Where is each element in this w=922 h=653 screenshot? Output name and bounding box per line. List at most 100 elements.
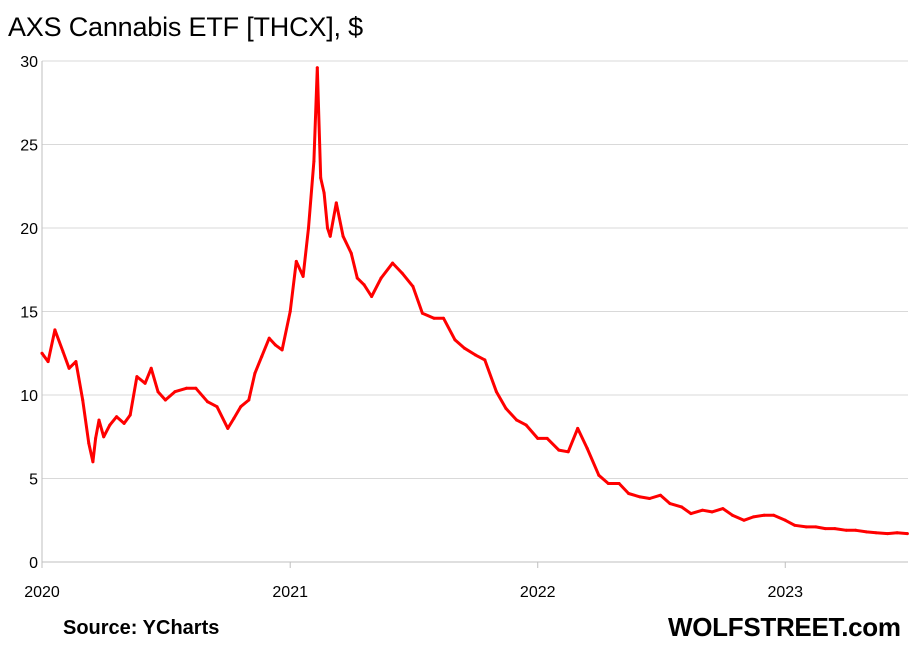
data-point: [247, 398, 251, 402]
data-point: [524, 423, 528, 427]
gridlines: [42, 60, 908, 479]
data-point: [156, 390, 160, 394]
data-point: [463, 346, 466, 350]
data-point: [280, 348, 284, 352]
data-point: [163, 398, 167, 402]
data-point: [585, 446, 589, 450]
data-point: [206, 400, 209, 404]
x-tick-label: 2021: [272, 584, 308, 601]
data-point: [504, 406, 508, 410]
data-point: [115, 415, 119, 419]
data-point: [606, 482, 610, 485]
data-point: [81, 398, 85, 402]
data-point: [74, 360, 78, 364]
data-point: [53, 328, 57, 332]
data-point: [97, 418, 101, 422]
data-point: [783, 518, 787, 522]
data-point: [721, 507, 725, 511]
data-point: [328, 234, 332, 238]
data-point: [442, 316, 445, 320]
data-point: [232, 416, 236, 420]
data-point: [689, 512, 693, 516]
data-point: [102, 435, 106, 439]
data-point: [349, 251, 353, 255]
data-point: [515, 418, 519, 422]
data-point: [566, 450, 570, 454]
data-point: [886, 532, 890, 536]
x-tick-label: 2020: [24, 584, 60, 601]
source-note: Source: YCharts: [63, 617, 220, 639]
data-point: [215, 405, 219, 409]
data-point: [411, 284, 415, 288]
chart-title: AXS Cannabis ETF [THCX], $: [8, 12, 363, 42]
data-point: [453, 338, 457, 342]
data-point: [627, 492, 631, 495]
data-point: [40, 351, 44, 355]
data-point: [341, 234, 345, 238]
data-point: [315, 66, 319, 70]
data-point: [226, 426, 230, 430]
data-point: [762, 513, 766, 517]
data-point: [326, 226, 329, 230]
y-tick-label: 30: [20, 54, 38, 71]
data-point: [905, 532, 909, 536]
data-point: [895, 531, 899, 535]
data-point: [400, 271, 404, 275]
data-point: [833, 527, 837, 531]
data-point: [135, 375, 139, 379]
data-point: [844, 528, 848, 532]
data-point: [173, 390, 177, 394]
data-point: [865, 530, 869, 534]
watermark: WOLFSTREET.com: [668, 612, 901, 642]
series-line: [40, 66, 909, 536]
data-point: [473, 353, 477, 357]
x-tick-label: 2023: [767, 584, 803, 601]
data-point: [253, 371, 257, 375]
data-point: [854, 528, 858, 532]
data-point: [391, 261, 395, 265]
data-point: [545, 436, 549, 440]
data-point: [557, 448, 561, 452]
data-point: [362, 283, 366, 287]
data-point: [638, 495, 642, 499]
data-point: [312, 159, 316, 163]
data-point: [793, 523, 797, 527]
data-point: [87, 441, 91, 445]
data-point: [108, 423, 112, 427]
y-tick-label: 20: [20, 221, 38, 238]
data-point: [432, 316, 436, 320]
data-point: [239, 405, 243, 409]
data-point: [267, 336, 271, 340]
y-tick-label: 15: [20, 305, 38, 322]
data-point: [814, 525, 818, 529]
data-point: [617, 482, 621, 485]
data-point: [710, 510, 714, 514]
data-point: [355, 276, 359, 280]
y-tick-labels: 0 5 10 15 20 25 30: [20, 54, 38, 572]
data-point: [668, 502, 672, 506]
y-tick-label: 0: [29, 555, 38, 572]
data-point: [194, 386, 198, 390]
data-point: [648, 497, 652, 500]
x-tick-label: 2022: [520, 584, 556, 601]
y-tick-label: 5: [29, 472, 38, 489]
data-point: [143, 381, 147, 385]
data-point: [91, 460, 95, 464]
y-tick-label: 25: [20, 138, 38, 155]
data-point: [273, 343, 277, 347]
data-point: [322, 191, 326, 195]
data-point: [149, 366, 153, 370]
data-point: [483, 358, 487, 362]
data-point: [61, 350, 65, 354]
x-tick-labels: 2020 2021 2022 2023: [24, 584, 803, 601]
data-point: [730, 513, 734, 517]
data-point: [823, 527, 827, 531]
data-point: [597, 473, 601, 477]
data-point: [680, 505, 683, 509]
data-point: [260, 355, 264, 359]
data-point: [128, 413, 132, 417]
data-point: [334, 201, 338, 205]
data-point: [319, 176, 323, 180]
data-point: [701, 508, 704, 512]
data-point: [659, 493, 662, 497]
